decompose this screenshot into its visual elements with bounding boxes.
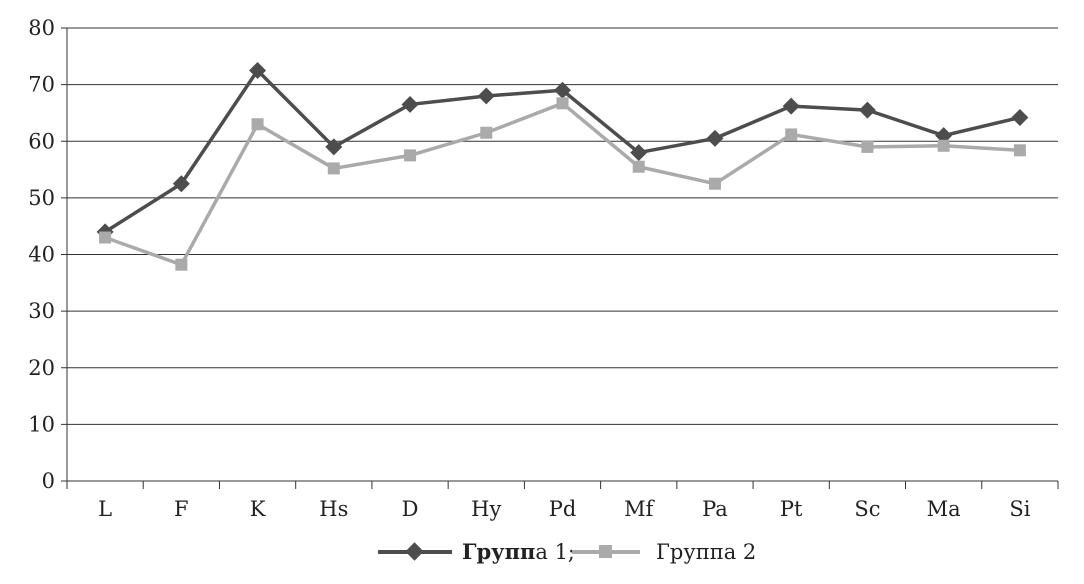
data-point-square bbox=[251, 118, 264, 131]
data-point-square bbox=[556, 97, 569, 110]
data-point-diamond bbox=[172, 175, 190, 193]
data-point-diamond bbox=[706, 129, 724, 147]
data-point-diamond bbox=[477, 87, 495, 105]
data-point-square bbox=[327, 162, 340, 175]
legend-marker-square bbox=[599, 545, 612, 558]
data-point-square bbox=[861, 140, 874, 153]
data-point-square bbox=[785, 128, 798, 141]
data-point-square bbox=[708, 177, 721, 190]
x-tick-label: Pt bbox=[780, 497, 803, 521]
data-point-diamond bbox=[249, 61, 267, 79]
x-tick-label: Sc bbox=[854, 497, 880, 521]
x-tick-label: Hy bbox=[471, 497, 501, 521]
x-tick-label: K bbox=[250, 497, 266, 521]
data-point-diamond bbox=[858, 101, 876, 119]
y-tick-label: 60 bbox=[28, 129, 55, 153]
data-point-square bbox=[632, 160, 645, 173]
data-point-square bbox=[1013, 144, 1026, 157]
axes bbox=[61, 27, 1059, 489]
data-point-square bbox=[99, 231, 112, 244]
legend: Группа 1; Группа 2 bbox=[378, 539, 756, 564]
series-line-2 bbox=[104, 101, 1020, 267]
legend-label-series-1: Группа 1; bbox=[462, 539, 575, 564]
x-tick-labels: L F K Hs D Hy Pd Mf Pa Pt Sc Ma Si bbox=[98, 497, 1031, 521]
y-tick-label: 30 bbox=[28, 299, 55, 323]
legend-label-series-2: Группа 2 bbox=[656, 540, 756, 564]
data-point-square bbox=[404, 149, 417, 162]
x-tick-label: Si bbox=[1009, 497, 1030, 521]
series-group bbox=[96, 61, 1029, 271]
legend-marker-diamond bbox=[405, 542, 424, 561]
y-tick-labels: 0 10 20 30 40 50 60 70 80 bbox=[28, 16, 55, 493]
data-point-diamond bbox=[1011, 108, 1029, 126]
x-tick-label: Ma bbox=[927, 497, 961, 521]
y-tick-label: 80 bbox=[28, 16, 55, 40]
data-point-diamond bbox=[401, 95, 419, 113]
legend-label-rest: а 1; bbox=[535, 540, 575, 564]
x-tick-label: Pa bbox=[702, 497, 728, 521]
data-point-square bbox=[937, 139, 950, 152]
data-point-diamond bbox=[554, 81, 571, 99]
y-tick-label: 20 bbox=[28, 356, 55, 380]
data-point-square bbox=[175, 258, 188, 271]
series-1 bbox=[96, 61, 1029, 241]
data-point-diamond bbox=[325, 138, 343, 156]
x-tick-label: Pd bbox=[549, 497, 577, 521]
x-tick-label: Mf bbox=[624, 497, 656, 521]
y-tick-label: 50 bbox=[28, 186, 55, 210]
x-tick-label: Hs bbox=[319, 497, 348, 521]
series-2 bbox=[99, 97, 1026, 271]
x-tick-label: F bbox=[174, 497, 189, 521]
gridlines bbox=[67, 27, 1058, 425]
data-point-square bbox=[480, 126, 493, 139]
y-tick-label: 0 bbox=[42, 469, 55, 493]
data-point-diamond bbox=[782, 97, 800, 115]
x-tick-label: L bbox=[98, 497, 112, 521]
y-tick-label: 10 bbox=[28, 412, 55, 436]
y-tick-label: 70 bbox=[28, 73, 55, 97]
data-point-diamond bbox=[630, 144, 648, 162]
y-tick-label: 40 bbox=[28, 243, 55, 267]
x-tick-label: D bbox=[402, 497, 419, 521]
legend-label-bold: Групп bbox=[462, 539, 535, 564]
